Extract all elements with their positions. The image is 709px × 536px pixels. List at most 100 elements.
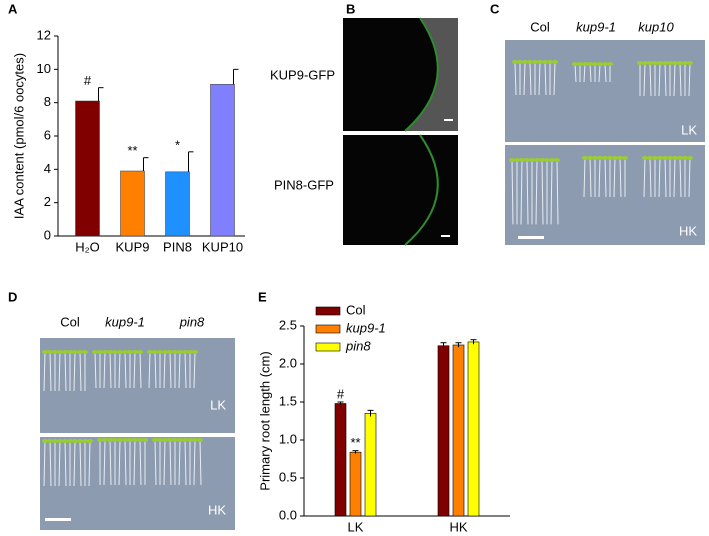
cotyledon [682, 61, 688, 65]
root [544, 61, 547, 96]
x-tick-label: HK [449, 519, 467, 534]
root [124, 439, 127, 486]
cotyledon [82, 350, 88, 354]
cotyledon [597, 62, 603, 66]
root [658, 157, 661, 198]
root [118, 351, 121, 389]
root [604, 157, 607, 198]
cotyledon [517, 60, 523, 64]
cotyledon [637, 61, 643, 65]
root [163, 351, 166, 389]
annotation: # [84, 73, 92, 88]
cotyledon [57, 439, 63, 443]
x-tick-label: KUP9 [116, 239, 150, 254]
row-label: HK [208, 502, 226, 517]
cotyledon [514, 158, 520, 162]
column-label: Col [530, 19, 550, 34]
cotyledon [612, 156, 618, 160]
root [73, 440, 76, 487]
micrograph [343, 17, 458, 246]
y-tick-label: 2.5 [279, 317, 297, 332]
root [169, 439, 172, 486]
cotyledon [537, 60, 543, 64]
cotyledon [82, 439, 88, 443]
legend-swatch [315, 342, 341, 352]
root [583, 63, 586, 83]
cotyledon [132, 438, 138, 442]
root [79, 351, 82, 392]
bar [334, 403, 347, 517]
bar [165, 171, 190, 237]
cotyledon [657, 61, 663, 65]
cotyledon [522, 60, 528, 64]
x-tick-label: PIN8 [163, 239, 192, 254]
cotyledon [197, 438, 203, 442]
root [139, 439, 142, 486]
cotyledon [162, 350, 168, 354]
cotyledon [572, 62, 578, 66]
cotyledon [182, 438, 188, 442]
cotyledon [112, 438, 118, 442]
cotyledon [107, 438, 113, 442]
root [139, 351, 142, 389]
legend-label: pin8 [345, 338, 371, 353]
root [178, 439, 181, 486]
panel-label: B [346, 1, 355, 16]
root [589, 157, 592, 198]
cotyledon [652, 156, 658, 160]
cotyledon [617, 156, 623, 160]
root [679, 62, 682, 97]
cotyledon [62, 439, 68, 443]
root [664, 62, 667, 97]
image-label: KUP9-GFP [270, 67, 335, 82]
root [514, 61, 517, 96]
annotation: ** [127, 143, 137, 158]
cotyledon [677, 156, 683, 160]
cotyledon [547, 60, 553, 64]
cotyledon [137, 438, 143, 442]
root [58, 351, 61, 392]
cotyledon [187, 438, 193, 442]
root [124, 351, 127, 389]
root [109, 351, 112, 389]
cotyledon [687, 61, 693, 65]
legend-label: Col [346, 302, 366, 317]
root [556, 159, 559, 225]
cotyledon [642, 61, 648, 65]
cotyledon [607, 156, 613, 160]
cotyledon [62, 350, 68, 354]
cotyledon [672, 61, 678, 65]
root [193, 351, 196, 389]
cotyledon [47, 350, 53, 354]
root [538, 61, 541, 96]
cotyledon [172, 350, 178, 354]
column-label: kup9-1 [105, 314, 145, 329]
root [649, 62, 652, 97]
y-tick-label: 12 [37, 27, 51, 42]
cotyledon [147, 350, 153, 354]
bar [75, 100, 100, 237]
root [658, 62, 661, 97]
cotyledon [72, 439, 78, 443]
panel-label: E [258, 289, 267, 304]
cotyledon [602, 62, 608, 66]
x-tick-label: KUP10 [202, 239, 243, 254]
cotyledon [549, 158, 555, 162]
cotyledon [192, 350, 198, 354]
bar [210, 84, 235, 237]
cotyledon [122, 350, 128, 354]
cotyledon [117, 350, 123, 354]
y-axis-label: IAA content (pmol/6 oocytes) [11, 53, 26, 219]
cotyledon [152, 350, 158, 354]
y-tick-label: 1.0 [279, 431, 297, 446]
root [688, 157, 691, 198]
root [598, 63, 601, 83]
root [103, 351, 106, 389]
root [523, 61, 526, 96]
cotyledon [67, 350, 73, 354]
cotyledon [524, 158, 530, 162]
root [103, 439, 106, 486]
cotyledon [177, 438, 183, 442]
root [184, 351, 187, 389]
cotyledon [657, 156, 663, 160]
